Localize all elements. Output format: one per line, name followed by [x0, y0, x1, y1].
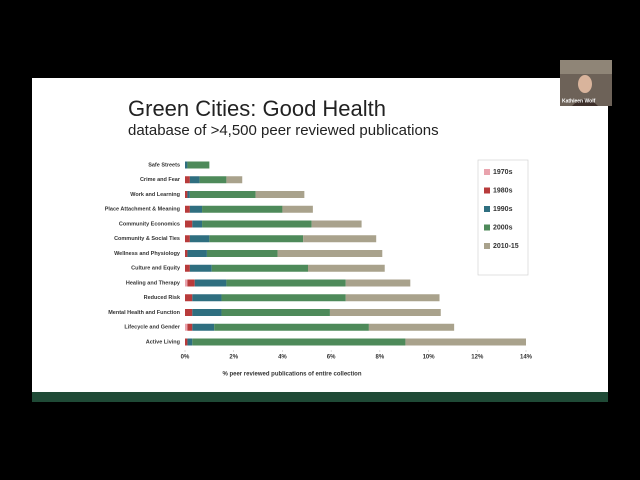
- bar-segment: [185, 264, 190, 272]
- bar-segment: [192, 294, 222, 302]
- legend-box: [477, 159, 529, 276]
- bar-segment: [199, 176, 227, 184]
- bar-segment: [187, 161, 210, 169]
- legend-swatch: [484, 243, 490, 249]
- y-tick-label: Work and Learning: [130, 192, 180, 198]
- bar-segment: [206, 250, 278, 257]
- bar-segment: [192, 323, 215, 331]
- y-tick-label: Culture and Equity: [131, 266, 181, 272]
- bar-segment: [345, 294, 440, 302]
- bar-segment: [189, 235, 210, 243]
- y-tick-label: Crime and Fear: [140, 177, 181, 183]
- legend-label: 1990s: [493, 206, 513, 213]
- person-body: [572, 99, 598, 106]
- x-axis-label: % peer reviewed publications of entire c…: [222, 372, 361, 378]
- y-tick-label: Active Living: [146, 339, 180, 345]
- x-tick-label: 14%: [520, 355, 533, 361]
- bar-segment: [282, 205, 313, 213]
- webcam-window: [560, 60, 612, 74]
- x-tick-label: 10%: [423, 355, 436, 361]
- y-tick-label: Community & Social Ties: [114, 236, 180, 242]
- bar-segment: [221, 309, 330, 316]
- bar-segment: [185, 338, 188, 346]
- bar-segment: [189, 205, 203, 213]
- bar-segment: [308, 264, 385, 272]
- y-tick-label: Healing and Therapy: [126, 280, 181, 286]
- bar-segment: [202, 205, 283, 213]
- bar-segment: [214, 323, 369, 331]
- x-tick-label: 2%: [229, 355, 238, 361]
- bar-segment: [189, 191, 256, 198]
- x-tick-label: 0%: [181, 355, 190, 361]
- bar-segment: [189, 176, 200, 184]
- y-tick-label: Wellness and Physiology: [114, 251, 181, 257]
- webcam-thumbnail: Kathleen Wolf: [560, 60, 612, 106]
- legend-label: 1970s: [493, 169, 513, 176]
- y-tick-label: Community Economics: [119, 221, 180, 227]
- bar-segment: [187, 250, 207, 257]
- bar-segment: [185, 235, 190, 243]
- bar-segment: [187, 323, 193, 331]
- bar-segment: [209, 235, 304, 243]
- legend-label: 2000s: [493, 224, 513, 231]
- bar-segment: [345, 279, 411, 287]
- bar-segment: [185, 250, 188, 257]
- y-tick-label: Mental Health and Function: [108, 310, 180, 316]
- bar-segment: [311, 220, 362, 228]
- bar-segment: [192, 309, 222, 316]
- bar-segment: [192, 338, 406, 346]
- bar-segment: [185, 220, 193, 228]
- bar-segment: [185, 309, 193, 316]
- bar-segment: [211, 264, 309, 272]
- bar-segment: [185, 279, 188, 287]
- x-tick-label: 6%: [327, 355, 336, 361]
- bar-segment: [405, 338, 526, 346]
- y-tick-label: Reduced Risk: [144, 295, 181, 301]
- person-head: [578, 75, 592, 93]
- legend-swatch: [484, 206, 490, 212]
- bar-segment: [329, 309, 441, 316]
- bar-segment: [368, 323, 455, 331]
- legend-label: 1980s: [493, 187, 513, 194]
- bar-segment: [303, 235, 377, 243]
- bar-segment: [185, 323, 188, 331]
- bar-segment: [187, 279, 195, 287]
- x-tick-label: 4%: [278, 355, 287, 361]
- legend-swatch: [484, 169, 490, 175]
- x-tick-label: 12%: [471, 355, 484, 361]
- bar-segment: [221, 294, 346, 302]
- bar-segment: [194, 279, 227, 287]
- bar-segment: [187, 191, 190, 198]
- slide-footer-bar: [32, 392, 608, 402]
- bar-segment: [226, 176, 243, 184]
- legend-swatch: [484, 187, 490, 194]
- bar-segment: [189, 264, 212, 272]
- chart-title: Green Cities: Good Health: [128, 96, 386, 121]
- x-tick-label: 8%: [376, 355, 385, 361]
- y-tick-label: Lifecycle and Gender: [124, 325, 180, 331]
- legend-swatch: [484, 224, 490, 231]
- bar-segment: [185, 191, 188, 198]
- bar-segment: [185, 294, 193, 302]
- y-tick-label: Safe Streets: [148, 162, 180, 168]
- bar-segment: [192, 220, 203, 228]
- chart-subtitle: database of >4,500 peer reviewed publica…: [128, 122, 439, 139]
- bar-segment: [185, 161, 188, 169]
- legend-label: 2010-15: [493, 243, 519, 250]
- bar-segment: [185, 176, 190, 184]
- bar-segment: [226, 279, 346, 287]
- bar-segment: [187, 338, 193, 346]
- bar-segment: [185, 205, 190, 213]
- bar-segment: [202, 220, 312, 228]
- y-tick-label: Place Attachment & Meaning: [105, 207, 180, 213]
- caller-name: Kathleen Wolf: [562, 98, 596, 104]
- bar-segment: [255, 191, 305, 198]
- bar-segment: [277, 250, 383, 257]
